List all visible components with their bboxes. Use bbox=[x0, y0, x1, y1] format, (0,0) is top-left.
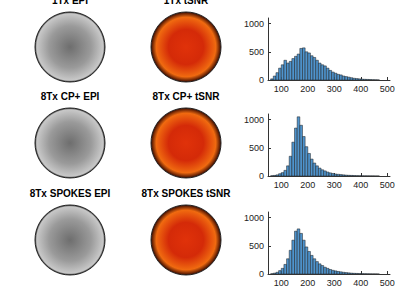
svg-text:1Tx EPI: 1Tx EPI bbox=[52, 0, 88, 6]
svg-text:100: 100 bbox=[274, 84, 289, 94]
svg-text:100: 100 bbox=[274, 278, 289, 288]
svg-text:1000: 1000 bbox=[244, 213, 264, 223]
svg-text:8Tx CP+ tSNR: 8Tx CP+ tSNR bbox=[153, 91, 221, 102]
svg-text:100: 100 bbox=[274, 180, 289, 190]
svg-text:500: 500 bbox=[380, 278, 395, 288]
svg-text:1000: 1000 bbox=[244, 115, 264, 125]
svg-text:400: 400 bbox=[353, 84, 368, 94]
svg-text:1Tx tSNR: 1Tx tSNR bbox=[164, 0, 209, 6]
svg-text:200: 200 bbox=[300, 84, 315, 94]
svg-text:1000: 1000 bbox=[244, 19, 264, 29]
svg-text:500: 500 bbox=[249, 143, 264, 153]
svg-text:500: 500 bbox=[380, 84, 395, 94]
svg-text:400: 400 bbox=[353, 180, 368, 190]
svg-text:200: 200 bbox=[300, 278, 315, 288]
svg-text:400: 400 bbox=[353, 278, 368, 288]
svg-text:0: 0 bbox=[259, 75, 264, 85]
svg-text:500: 500 bbox=[249, 241, 264, 251]
svg-text:8Tx SPOKES EPI: 8Tx SPOKES EPI bbox=[30, 188, 111, 199]
svg-text:500: 500 bbox=[249, 47, 264, 57]
svg-text:500: 500 bbox=[380, 180, 395, 190]
svg-text:200: 200 bbox=[300, 180, 315, 190]
svg-text:300: 300 bbox=[327, 278, 342, 288]
svg-text:0: 0 bbox=[259, 171, 264, 181]
svg-text:300: 300 bbox=[327, 84, 342, 94]
svg-text:300: 300 bbox=[327, 180, 342, 190]
svg-text:0: 0 bbox=[259, 269, 264, 279]
svg-text:8Tx SPOKES tSNR: 8Tx SPOKES tSNR bbox=[142, 188, 232, 199]
svg-text:8Tx CP+ EPI: 8Tx CP+ EPI bbox=[41, 91, 100, 102]
